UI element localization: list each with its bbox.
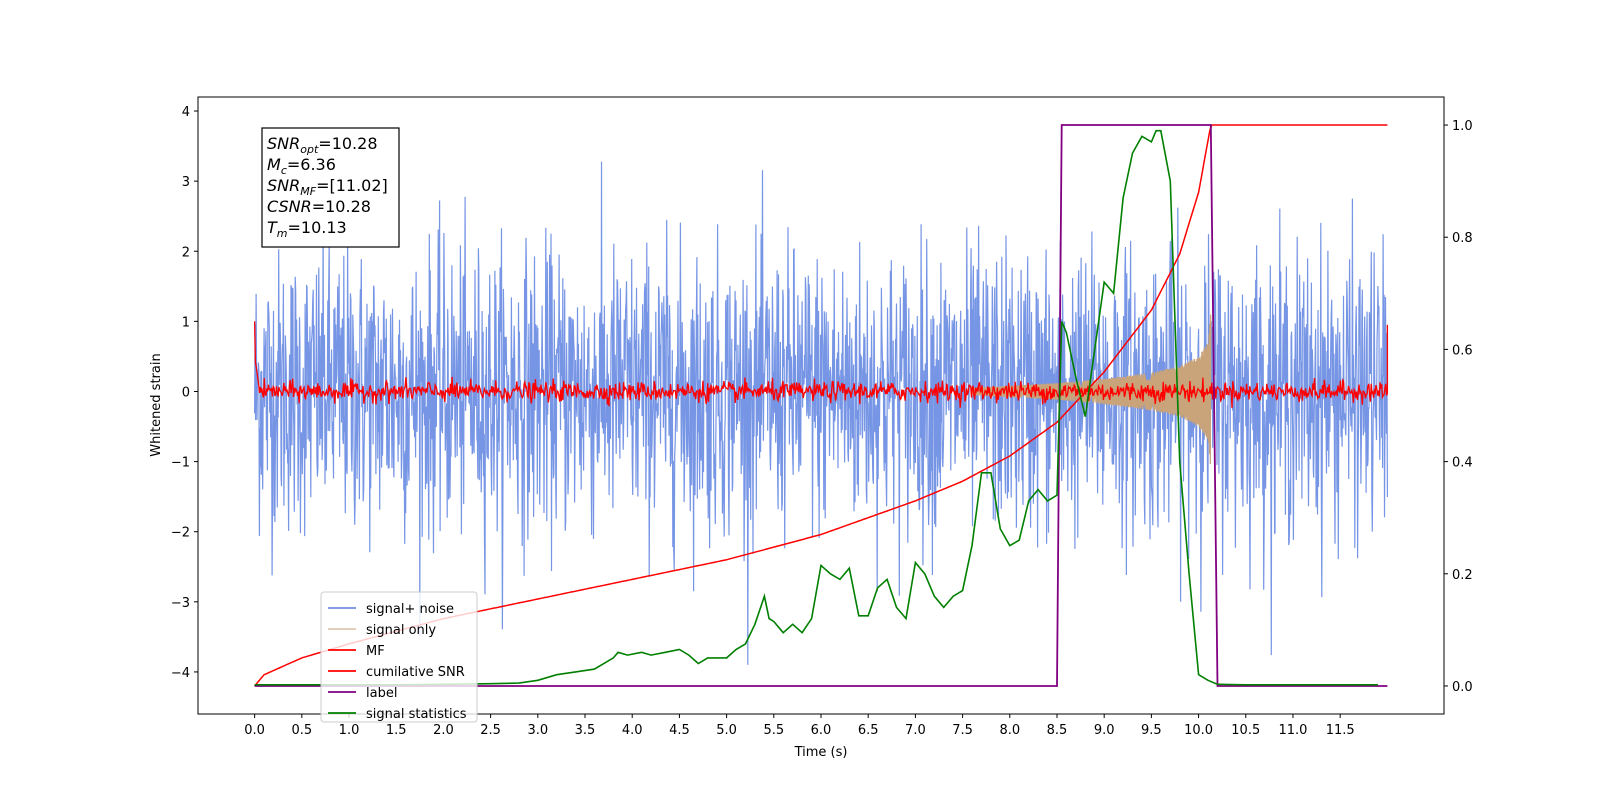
x-axis: 0.0 0.5 1.0 1.5 2.0 2.5 3.0 3.5 4.0 4.5 5.0 5.5 6.0 6… xyxy=(244,714,1355,738)
legend-label: label xyxy=(366,686,397,701)
x-tick-label: 0.0 xyxy=(244,723,265,738)
x-tick-label: 5.0 xyxy=(716,723,737,738)
y2-tick-label: 0.4 xyxy=(1452,456,1473,471)
x-tick-label: 4.5 xyxy=(669,723,690,738)
info-snr-mf: SNRMF=[11.02] xyxy=(267,176,388,198)
info-tm: Tm=10.13 xyxy=(267,218,347,240)
y-tick-label: 1 xyxy=(182,315,190,330)
x-tick-label: 7.5 xyxy=(952,723,973,738)
x-tick-label: 7.0 xyxy=(905,723,926,738)
x-tick-label: 2.0 xyxy=(433,723,454,738)
x-tick-label: 10.0 xyxy=(1184,723,1213,738)
series-label xyxy=(254,124,1388,687)
y2-tick-label: 0.6 xyxy=(1452,343,1473,358)
x-tick-label: 8.0 xyxy=(999,723,1020,738)
y2-tick-label: 0.0 xyxy=(1452,680,1473,695)
series-signal-noise xyxy=(254,161,1388,665)
info-csnr: CSNR=10.28 xyxy=(267,197,371,216)
legend-label: MF xyxy=(366,644,385,659)
legend-label: cumilative SNR xyxy=(366,665,465,680)
x-axis-label: Time (s) xyxy=(794,745,848,760)
x-tick-label: 6.0 xyxy=(811,723,832,738)
x-tick-label: 1.5 xyxy=(386,723,407,738)
x-tick-label: 8.5 xyxy=(1047,723,1068,738)
y-tick-label: 3 xyxy=(182,175,190,190)
x-tick-label: 9.5 xyxy=(1141,723,1162,738)
info-mc: Mc=6.36 xyxy=(267,155,336,177)
legend-entry-cumilative-snr: cumilative SNR xyxy=(328,665,465,680)
y-axis-right: 1.0 0.8 0.6 0.4 0.2 0.0 xyxy=(1444,119,1473,695)
x-tick-label: 0.5 xyxy=(291,723,312,738)
x-tick-label: 2.5 xyxy=(480,723,501,738)
series-mf xyxy=(253,321,1389,409)
legend-label: signal statistics xyxy=(366,707,467,722)
legend-entry-signal-only: signal only xyxy=(328,623,436,638)
x-tick-label: 3.0 xyxy=(527,723,548,738)
info-box: SNRopt=10.28 Mc=6.36 SNRMF=[11.02] CSNR=… xyxy=(261,127,400,248)
legend-label: signal only xyxy=(366,623,436,638)
y2-tick-label: 1.0 xyxy=(1452,119,1473,134)
legend-entry-mf: MF xyxy=(328,644,385,659)
x-tick-label: 9.0 xyxy=(1094,723,1115,738)
y-axis-label: Whitened strain xyxy=(149,353,164,456)
series-signal-statistics xyxy=(254,129,1378,686)
x-tick-label: 10.5 xyxy=(1231,723,1260,738)
y-tick-label: 0 xyxy=(182,385,190,400)
y-tick-label: −2 xyxy=(171,526,190,541)
legend-entry-signal-noise: signal+ noise xyxy=(328,602,454,617)
x-tick-label: 1.0 xyxy=(339,723,360,738)
legend: signal+ noise signal only MF cumilative SNR… xyxy=(320,591,478,723)
legend-entry-signal-statistics: signal statistics xyxy=(328,707,467,722)
y-tick-label: −1 xyxy=(171,456,190,471)
y2-tick-label: 0.8 xyxy=(1452,231,1473,246)
x-tick-label: 11.0 xyxy=(1278,723,1307,738)
y-tick-label: −4 xyxy=(171,666,190,681)
legend-label: signal+ noise xyxy=(366,602,454,617)
y-axis-left: 4 3 2 1 0 −1 −2 −3 −4 xyxy=(171,105,198,681)
x-tick-label: 3.5 xyxy=(575,723,596,738)
y-tick-label: −3 xyxy=(171,596,190,611)
legend-entry-label: label xyxy=(328,686,397,701)
y2-tick-label: 0.2 xyxy=(1452,568,1473,583)
y-tick-label: 4 xyxy=(182,105,190,120)
x-tick-label: 6.5 xyxy=(858,723,879,738)
x-tick-label: 11.5 xyxy=(1326,723,1355,738)
x-tick-label: 4.0 xyxy=(622,723,643,738)
x-tick-label: 5.5 xyxy=(763,723,784,738)
y-tick-label: 2 xyxy=(182,245,190,260)
info-snr-opt: SNRopt=10.28 xyxy=(267,134,378,156)
